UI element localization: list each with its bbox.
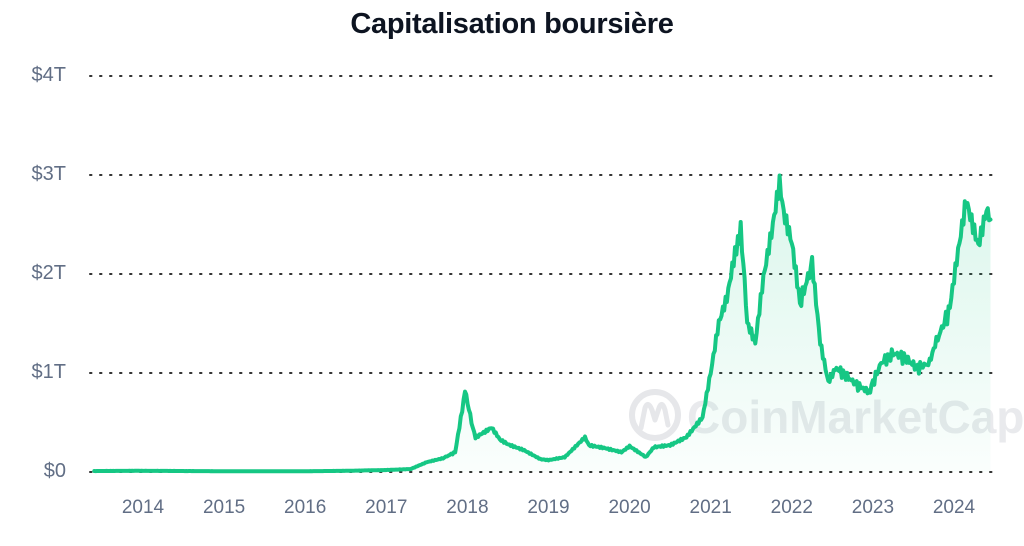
- x-axis-label: 2017: [365, 497, 408, 518]
- x-axis-label: 2019: [527, 497, 570, 518]
- y-axis-label: $4T: [31, 64, 66, 86]
- y-axis-label: $2T: [31, 262, 66, 284]
- x-axis-label: 2023: [851, 497, 895, 518]
- y-axis-label: $1T: [31, 361, 66, 383]
- x-axis-label: 2021: [689, 497, 732, 518]
- x-axis-label: 2016: [284, 497, 327, 518]
- x-axis-label: 2018: [446, 497, 489, 518]
- y-axis-label: $0: [43, 460, 66, 482]
- x-axis-label: 2024: [932, 497, 976, 518]
- x-axis-label: 2014: [121, 497, 165, 518]
- market-cap-line: [92, 173, 993, 474]
- y-axis-label: $3T: [31, 163, 66, 185]
- x-axis-label: 2022: [770, 497, 813, 518]
- area-fill: [94, 175, 991, 472]
- x-axis-label: 2015: [202, 497, 246, 518]
- chart-title: Capitalisation boursière: [350, 8, 674, 40]
- x-axis-label: 2020: [608, 497, 651, 518]
